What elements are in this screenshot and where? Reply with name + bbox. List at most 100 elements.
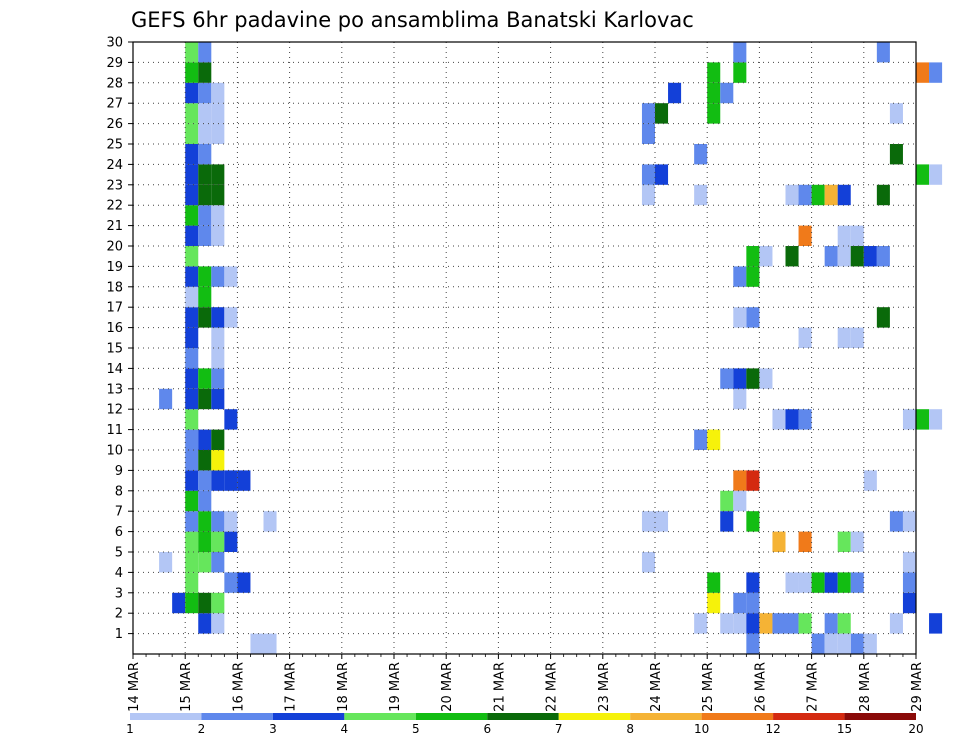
cell-m10-s5 [198, 450, 212, 471]
cell-m7-s10 [263, 511, 277, 532]
cell-m12-s51 [798, 409, 812, 430]
legend-swatch-8 [701, 713, 774, 720]
cell-m17-s47 [746, 307, 760, 328]
cell-m29-s4 [185, 62, 199, 83]
cell-m2-s54 [837, 613, 851, 634]
y-tick-label-27: 27 [106, 97, 123, 112]
x-tick-label-3: 17 MAR [284, 662, 299, 712]
cell-m9-s4 [185, 470, 199, 491]
cell-m26-s6 [211, 123, 225, 144]
cell-m12-s59 [902, 409, 916, 430]
x-tick-label-7: 21 MAR [492, 662, 507, 712]
cell-m8-s4 [185, 490, 199, 512]
cell-m5-s39 [641, 552, 655, 573]
cell-m9-s46 [733, 470, 747, 491]
x-tick-label-10: 24 MAR [649, 662, 664, 712]
cell-m9-s5 [198, 470, 212, 491]
cell-m13-s4 [185, 388, 199, 410]
y-tick-label-20: 20 [106, 240, 123, 255]
cell-m28-s4 [185, 82, 199, 104]
cell-m22-s5 [198, 205, 212, 226]
cell-m20-s47 [746, 246, 760, 267]
cell-m14-s45 [720, 368, 734, 389]
cell-m22-s4 [185, 205, 199, 226]
cell-m28-s6 [211, 82, 225, 104]
cell-m28-s44 [707, 82, 721, 104]
cell-m24-s39 [641, 164, 655, 185]
x-tick-label-9: 23 MAR [597, 662, 612, 712]
cell-m5-s59 [902, 552, 916, 573]
cell-m20-s56 [863, 246, 877, 267]
legend-swatch-0 [130, 713, 202, 720]
x-tick-label-1: 15 MAR [179, 662, 194, 712]
cell-m17-s6 [211, 307, 225, 328]
y-tick-label-3: 3 [115, 586, 123, 601]
y-tick-label-24: 24 [106, 158, 123, 173]
cell-m5-s6 [211, 552, 225, 573]
cell-m4-s52 [811, 572, 825, 593]
cell-m9-s56 [863, 470, 877, 491]
cell-m3-s5 [198, 592, 212, 614]
cell-m2-s58 [889, 613, 903, 634]
cell-m30-s5 [198, 42, 212, 63]
legend-label-10: 10 [694, 722, 709, 736]
cell-m23-s51 [798, 184, 812, 206]
legend-swatch-6 [558, 713, 631, 720]
cell-m1-s10 [263, 633, 277, 654]
cell-m14-s47 [746, 368, 760, 389]
cell-m1-s56 [863, 633, 877, 654]
cell-m11-s44 [707, 429, 721, 450]
cell-m5-s4 [185, 552, 199, 573]
cell-m4-s44 [707, 572, 721, 593]
cell-m1-s52 [811, 633, 825, 654]
cell-m4-s50 [785, 572, 799, 593]
cell-m2-s45 [720, 613, 734, 634]
cell-m12-s49 [772, 409, 786, 430]
cell-m25-s4 [185, 144, 199, 165]
y-tick-label-25: 25 [106, 138, 123, 153]
cell-m24-s5 [198, 164, 212, 185]
legend-swatch-7 [630, 713, 702, 720]
cell-m4-s54 [837, 572, 851, 593]
y-tick-label-26: 26 [106, 117, 123, 132]
cell-m27-s5 [198, 103, 212, 124]
legend-swatch-10 [844, 713, 916, 720]
cell-m24-s4 [185, 164, 199, 185]
cell-m29-s5 [198, 62, 212, 83]
cell-m24-s61 [929, 164, 943, 185]
y-tick-label-28: 28 [106, 76, 123, 91]
cell-m27-s58 [889, 103, 903, 124]
x-tick-label-5: 19 MAR [388, 662, 403, 712]
cell-m15-s6 [211, 348, 225, 369]
legend-swatch-1 [201, 713, 273, 720]
heatmap-cells [159, 42, 943, 654]
cell-m18-s4 [185, 286, 199, 308]
x-tick-label-4: 18 MAR [336, 662, 351, 712]
cell-m5-s2 [159, 552, 173, 573]
cell-m15-s4 [185, 348, 199, 369]
cell-m14-s46 [733, 368, 747, 389]
y-tick-label-23: 23 [106, 178, 123, 193]
legend-label-3: 3 [269, 722, 277, 736]
legend-label-8: 8 [626, 722, 634, 736]
cell-m4-s51 [798, 572, 812, 593]
x-tick-label-0: 14 MAR [127, 662, 142, 712]
legend-label-5: 5 [412, 722, 420, 736]
cell-m8-s45 [720, 490, 734, 512]
x-tick-label-8: 22 MAR [545, 662, 560, 712]
cell-m10-s6 [211, 450, 225, 471]
cell-m21-s4 [185, 225, 199, 246]
cell-m18-s5 [198, 286, 212, 308]
cell-m6-s49 [772, 531, 786, 552]
cell-m6-s5 [198, 531, 212, 552]
cell-m28-s45 [720, 82, 734, 104]
cell-m19-s5 [198, 266, 212, 287]
cell-m23-s57 [876, 184, 890, 206]
cell-m21-s54 [837, 225, 851, 246]
x-tick-label-6: 20 MAR [440, 662, 455, 712]
cell-m26-s4 [185, 123, 199, 144]
cell-m2-s49 [772, 613, 786, 634]
cell-m19-s4 [185, 266, 199, 287]
cell-m4-s47 [746, 572, 760, 593]
